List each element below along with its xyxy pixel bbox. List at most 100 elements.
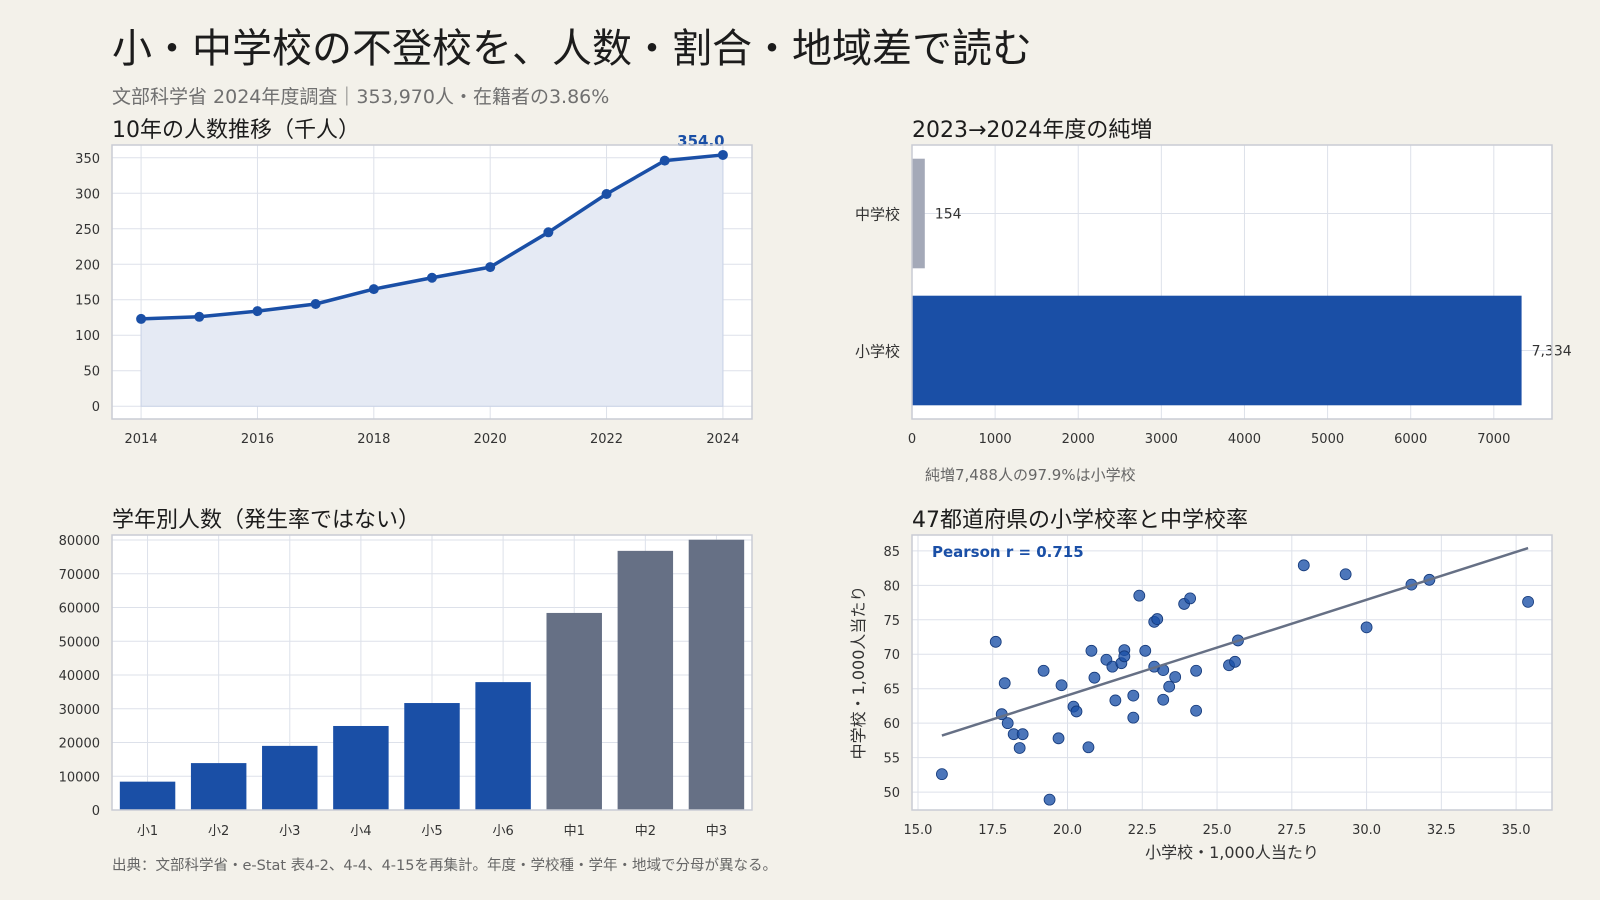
increase-category-label: 小学校 bbox=[855, 343, 900, 361]
trend-last-value-label: 354.0 bbox=[677, 132, 724, 150]
pref-y-tick-label: 85 bbox=[883, 545, 900, 560]
increase-x-tick-label: 5000 bbox=[1311, 432, 1344, 447]
grade-category-label: 小1 bbox=[137, 824, 158, 839]
trend-y-tick-label: 250 bbox=[75, 223, 100, 238]
grade-chart-title: 学年別人数（発生率ではない） bbox=[112, 508, 421, 533]
pref-point bbox=[1297, 559, 1310, 572]
pref-x-tick-label: 20.0 bbox=[1053, 823, 1082, 838]
grade-category-label: 中1 bbox=[564, 824, 585, 839]
increase-x-tick-label: 4000 bbox=[1228, 432, 1261, 447]
pref-point bbox=[1127, 711, 1140, 724]
pref-point bbox=[1139, 644, 1152, 657]
pref-x-tick-label: 17.5 bbox=[978, 823, 1007, 838]
pref-point bbox=[1088, 671, 1101, 684]
grade-bar bbox=[404, 703, 460, 810]
pref-plot-frame bbox=[911, 534, 1553, 811]
grade-y-tick-label: 20000 bbox=[59, 737, 100, 752]
pref-point bbox=[1190, 664, 1203, 677]
grade-y-tick-label: 60000 bbox=[59, 602, 100, 617]
grade-category-label: 中2 bbox=[635, 824, 656, 839]
trend-x-tick-label: 2022 bbox=[590, 432, 623, 447]
trend-point bbox=[252, 306, 263, 317]
pref-point bbox=[1013, 742, 1026, 754]
increase-bar bbox=[912, 295, 1522, 406]
pref-point bbox=[1109, 694, 1122, 707]
grade-bar bbox=[617, 550, 674, 810]
trend-point bbox=[543, 227, 554, 238]
grade-y-tick-label: 80000 bbox=[59, 534, 100, 549]
grade-category-label: 小3 bbox=[279, 824, 300, 839]
grade-y-tick-label: 70000 bbox=[59, 568, 100, 583]
trend-point bbox=[194, 311, 205, 322]
pref-point bbox=[1133, 589, 1146, 602]
grade-bar bbox=[475, 682, 531, 810]
grade-category-label: 小4 bbox=[350, 824, 371, 839]
pref-point bbox=[1082, 741, 1095, 754]
grade-plot-frame bbox=[111, 534, 753, 811]
pref-point bbox=[1229, 655, 1241, 668]
trend-y-tick-label: 350 bbox=[75, 152, 100, 167]
pref-point bbox=[1043, 793, 1056, 806]
increase-chart-title: 2023→2024年度の純増 bbox=[912, 118, 1153, 143]
pref-point bbox=[1190, 704, 1203, 717]
trend-chart-title: 10年の人数推移（千人） bbox=[112, 118, 360, 143]
increase-note: 純増7,488人の97.9%は小学校 bbox=[925, 466, 1136, 484]
pref-point bbox=[1016, 728, 1029, 741]
grade-y-tick-label: 40000 bbox=[59, 669, 100, 684]
trend-y-tick-label: 200 bbox=[75, 258, 100, 273]
increase-value-label: 154 bbox=[935, 207, 962, 223]
pref-point bbox=[1055, 679, 1068, 692]
increase-plot-frame bbox=[911, 144, 1553, 420]
trend-point bbox=[368, 284, 379, 295]
grade-bar bbox=[688, 539, 745, 810]
pref-x-axis-label: 小学校・1,000人当たり bbox=[1145, 843, 1319, 862]
pref-correlation-label: Pearson r = 0.715 bbox=[932, 543, 1084, 561]
trend-x-tick-label: 2014 bbox=[125, 432, 158, 447]
pref-y-axis-label: 中学校・1,000人当たり bbox=[849, 586, 868, 760]
page-title: 小・中学校の不登校を、人数・割合・地域差で読む bbox=[112, 26, 1032, 72]
grade-bar bbox=[333, 725, 389, 810]
trend-y-tick-label: 150 bbox=[75, 294, 100, 309]
pref-y-tick-label: 80 bbox=[883, 579, 900, 594]
pref-point bbox=[1118, 650, 1131, 663]
grade-y-tick-label: 30000 bbox=[59, 703, 100, 718]
increase-category-label: 中学校 bbox=[855, 206, 900, 224]
source-note: 出典：文部科学省・e-Stat 表4-2、4-4、4-15を再集計。年度・学校種… bbox=[112, 858, 777, 874]
pref-point bbox=[1070, 705, 1083, 718]
pref-point bbox=[998, 677, 1011, 690]
pref-point bbox=[989, 635, 1002, 648]
trend-x-tick-label: 2018 bbox=[357, 432, 390, 447]
pref-x-tick-label: 22.5 bbox=[1128, 823, 1157, 838]
trend-x-tick-label: 2020 bbox=[474, 432, 507, 447]
trend-x-tick-label: 2024 bbox=[706, 432, 739, 447]
pref-trend-line bbox=[941, 546, 1529, 737]
trend-point bbox=[136, 313, 147, 324]
pref-point bbox=[1169, 671, 1182, 683]
pref-point bbox=[1184, 592, 1197, 605]
trend-point bbox=[601, 188, 612, 199]
trend-x-tick-label: 2016 bbox=[241, 432, 274, 447]
pref-point bbox=[1052, 732, 1065, 745]
pref-x-tick-label: 27.5 bbox=[1277, 823, 1306, 838]
trend-point bbox=[310, 299, 321, 310]
pref-y-tick-label: 70 bbox=[883, 648, 900, 663]
pref-point bbox=[1360, 621, 1373, 634]
pref-x-tick-label: 30.0 bbox=[1352, 823, 1381, 838]
pref-x-tick-label: 25.0 bbox=[1203, 823, 1232, 838]
page-subtitle: 文部科学省 2024年度調査｜353,970人・在籍者の3.86% bbox=[112, 86, 610, 108]
grade-y-tick-label: 50000 bbox=[59, 635, 100, 650]
grade-bar bbox=[119, 781, 176, 810]
grade-category-label: 小2 bbox=[208, 824, 229, 839]
grade-bar bbox=[262, 745, 318, 810]
trend-point bbox=[659, 155, 670, 166]
grade-category-label: 中3 bbox=[706, 824, 727, 839]
pref-y-tick-label: 65 bbox=[883, 683, 900, 698]
pref-point bbox=[1001, 717, 1014, 730]
grade-y-tick-label: 0 bbox=[92, 804, 100, 819]
trend-y-tick-label: 50 bbox=[83, 365, 100, 380]
increase-bar bbox=[912, 158, 925, 269]
increase-x-tick-label: 6000 bbox=[1394, 432, 1427, 447]
increase-x-tick-label: 2000 bbox=[1062, 432, 1095, 447]
pref-x-tick-label: 15.0 bbox=[904, 823, 933, 838]
grade-bar bbox=[546, 612, 602, 810]
